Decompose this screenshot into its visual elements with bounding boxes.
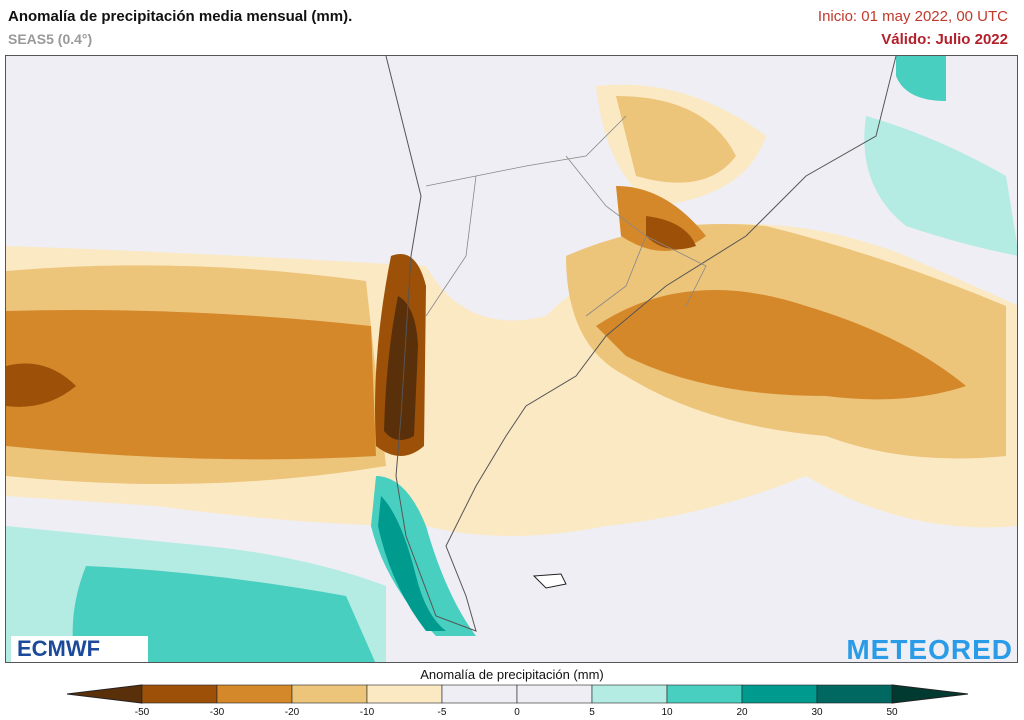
colorbar-swatch [216,684,293,704]
colorbar-tick-label: -20 [284,707,300,718]
colorbar-tick-label: 10 [661,707,673,718]
colorbar-swatch [516,684,593,704]
colorbar-tick-label: 30 [811,707,823,718]
colorbar-tick-label: 0 [514,707,520,718]
colorbar-tick-label: 20 [736,707,748,718]
colorbar-swatch [366,684,443,704]
colorbar-tick-label: -50 [134,707,150,718]
anomaly-chile-darkbrown [384,296,418,440]
anomaly-band-brown [6,363,76,407]
init-date: Inicio: 01 may 2022, 00 UTC [817,8,1008,25]
colorbar-min-arrow [66,684,143,704]
anomaly-south-teal [72,566,376,662]
anomaly-east-orange [596,290,966,400]
falkland-islands [532,573,567,589]
colorbar-tick-label: 50 [886,707,898,718]
precipitation-anomaly-map: ECMWF METEORED [5,55,1018,663]
colorbar-swatch [816,684,893,704]
anomaly-chile-teal [371,476,476,636]
colorbar-swatch [441,684,518,704]
valid-date: Válido: Julio 2022 [881,31,1008,48]
colorbar-swatch [141,684,218,704]
colorbar-tick-label: -5 [437,707,447,718]
colorbar-tick-label: -30 [209,707,225,718]
colorbar-max-arrow [891,684,969,704]
ecmwf-logo-text: ECMWF [17,636,101,661]
colorbar-tick-label: -10 [359,707,375,718]
colorbar-title: Anomalía de precipitación (mm) [420,667,604,682]
meteored-logo: METEORED [846,634,1013,663]
anomaly-north-medium [616,96,736,183]
continent-outline [385,56,897,632]
country-borders [425,115,707,317]
anomaly-paraguay-brown [646,216,696,250]
anomaly-ne-teal-light [864,116,1017,256]
anomaly-ne-teal [896,56,946,101]
colorbar-swatch [666,684,743,704]
map-title: Anomalía de precipitación media mensual … [8,8,353,25]
ecmwf-logo: ECMWF [11,636,148,662]
anomaly-chile-darkteal [378,496,446,631]
model-subtitle: SEAS5 (0.4°) [8,31,93,47]
colorbar [66,684,969,704]
colorbar-swatch [591,684,668,704]
anomaly-band-orange [6,310,376,460]
colorbar-swatch [291,684,368,704]
colorbar-tick-label: 5 [589,707,595,718]
colorbar-swatch [741,684,818,704]
